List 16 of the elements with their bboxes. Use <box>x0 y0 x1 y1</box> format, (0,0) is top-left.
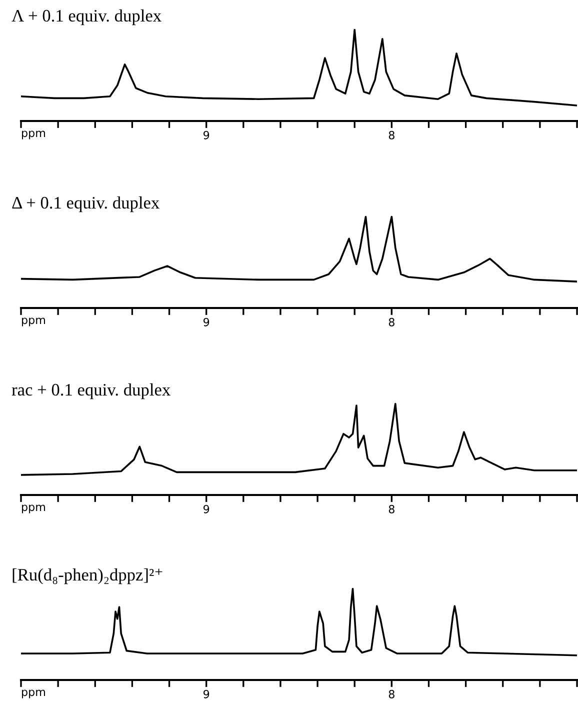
chart-title: rac + 0.1 equiv. duplex <box>12 383 170 400</box>
chart-title: Λ + 0.1 equiv. duplex <box>12 9 162 26</box>
chart-title: Δ + 0.1 equiv. duplex <box>12 196 160 212</box>
x-tick-label: 9 <box>204 504 210 514</box>
x-tick-label: 8 <box>388 318 394 326</box>
x-tick-label: 9 <box>204 690 210 698</box>
x-axis-title: ppm <box>22 130 45 140</box>
x-axis-title: ppm <box>22 690 45 698</box>
x-tick-label: 8 <box>388 504 394 514</box>
chart-title: [Ru(d₈-phen)₂dppz]²⁺ <box>12 568 162 584</box>
x-tick-label: 9 <box>204 130 210 140</box>
x-tick-label: 9 <box>204 318 210 326</box>
x-axis-title: ppm <box>22 504 45 514</box>
x-tick-label: 8 <box>388 690 394 698</box>
x-tick-label: 8 <box>388 130 394 140</box>
x-axis-title: ppm <box>22 318 45 326</box>
